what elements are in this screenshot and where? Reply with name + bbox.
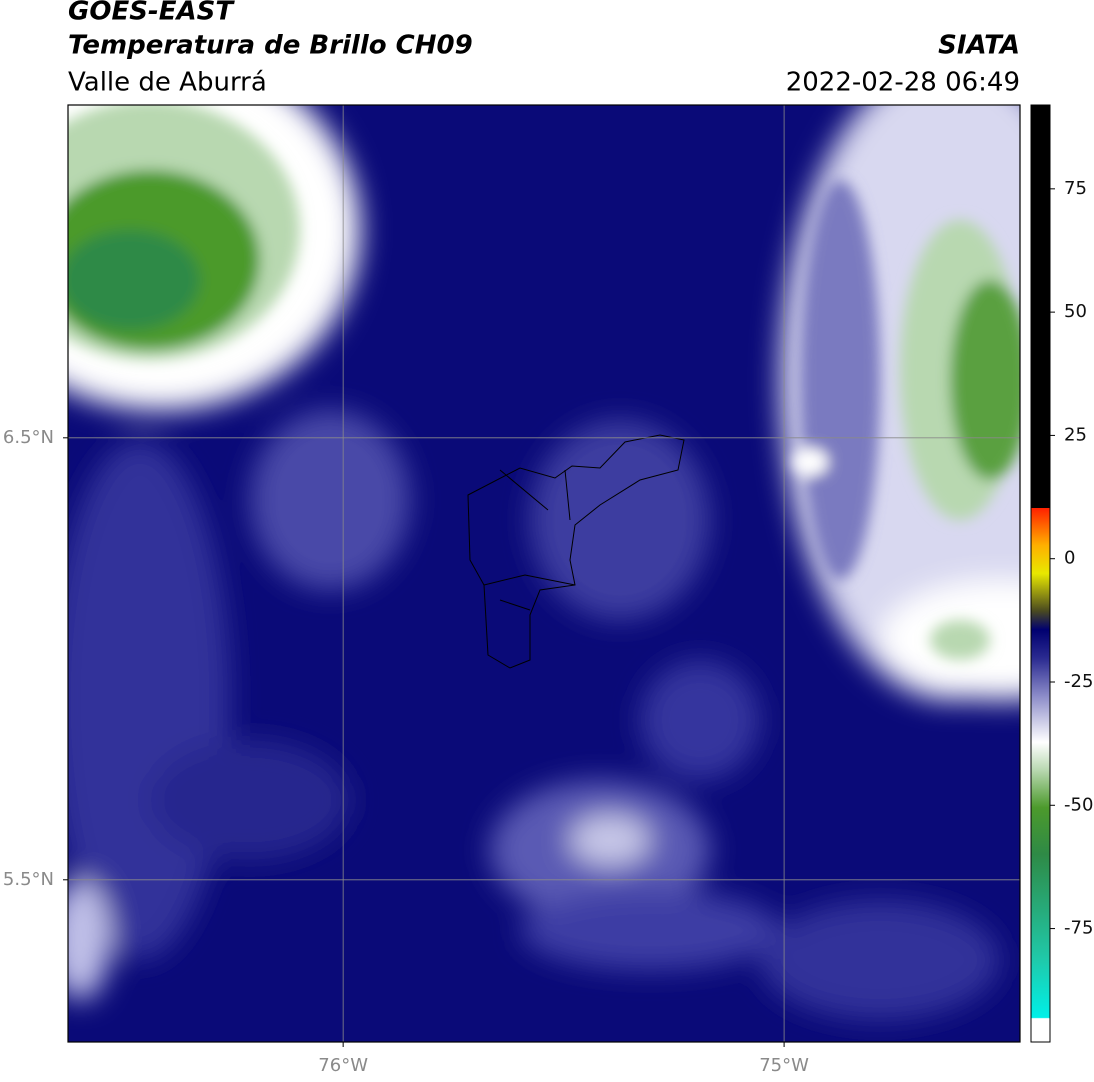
region: Valle de Aburrá [68,68,267,98]
x-tick-label: 75°W [759,1055,809,1076]
timestamp: 2022-02-28 06:49 [786,68,1020,98]
colorbar-tick-label: 50 [1064,301,1087,322]
source: SIATA [938,31,1020,61]
colorbar-tick-label: -50 [1064,794,1093,815]
colorbar-tick-label: 25 [1064,424,1087,445]
y-tick-label: 5.5°N [3,869,54,890]
map-frame [67,104,1021,1043]
colorbar [1030,104,1051,1043]
colorbar-tick-label: 0 [1064,548,1075,569]
y-tick-label: 6.5°N [3,427,54,448]
colorbar-tick-label: -75 [1064,918,1093,939]
municipal-boundaries [467,434,685,669]
subtitle: Temperatura de Brillo CH09 [68,31,473,61]
colorbar-tick-label: 75 [1064,178,1087,199]
title: GOES-EAST [68,0,235,27]
colorbar-tick-label: -25 [1064,671,1093,692]
x-tick-label: 76°W [318,1055,368,1076]
satellite-image [68,105,1020,1042]
